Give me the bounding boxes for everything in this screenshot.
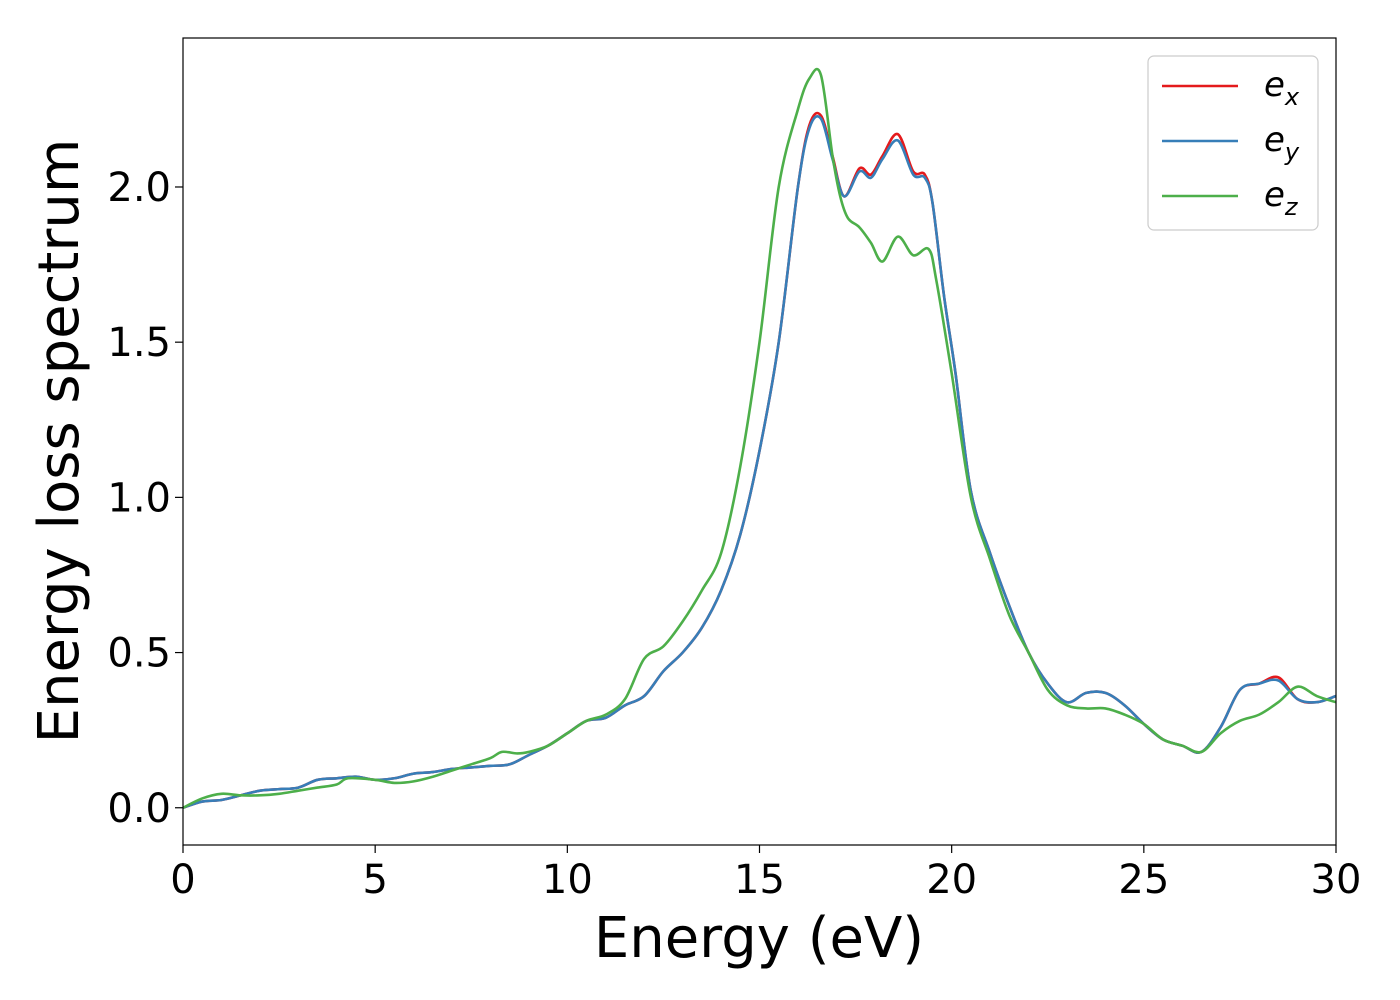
- x-tick-label: 15: [734, 857, 785, 903]
- legend-label-subscript: x: [1284, 83, 1300, 111]
- legend-label-z: ez: [1264, 175, 1299, 221]
- legend-label-subscript: z: [1284, 193, 1299, 221]
- legend-label-base: e: [1264, 120, 1285, 160]
- x-tick-label: 5: [362, 857, 387, 903]
- series-line-z: [183, 67, 1336, 809]
- x-tick-label: 25: [1118, 857, 1169, 903]
- y-tick-label: 0.5: [107, 631, 171, 677]
- x-tick-label: 10: [542, 857, 593, 903]
- y-tick-label: 1.5: [107, 320, 171, 366]
- legend-label-base: e: [1264, 65, 1285, 105]
- x-tick-label: 30: [1311, 857, 1362, 903]
- legend-label-x: ex: [1264, 65, 1300, 111]
- y-tick-label: 2.0: [107, 165, 171, 211]
- y-axis-ticks: 0.0 0.5 1.0 1.5 2.0: [107, 165, 183, 832]
- legend-box: [1147, 55, 1319, 231]
- legend-label-y: ey: [1264, 120, 1300, 166]
- series-layer: [183, 67, 1336, 809]
- x-tick-label: 20: [926, 857, 977, 903]
- y-axis-title: Energy loss spectrum: [27, 139, 92, 744]
- legend-label-subscript: y: [1284, 138, 1300, 166]
- series-line-y: [183, 115, 1336, 809]
- x-axis-title: Energy (eV): [594, 906, 924, 971]
- x-axis-ticks: 0 5 10 15 20 25 30: [170, 845, 1361, 903]
- y-tick-label: 1.0: [107, 475, 171, 521]
- x-tick-label: 0: [170, 857, 195, 903]
- y-tick-label: 0.0: [107, 786, 171, 832]
- legend-label-base: e: [1264, 175, 1285, 215]
